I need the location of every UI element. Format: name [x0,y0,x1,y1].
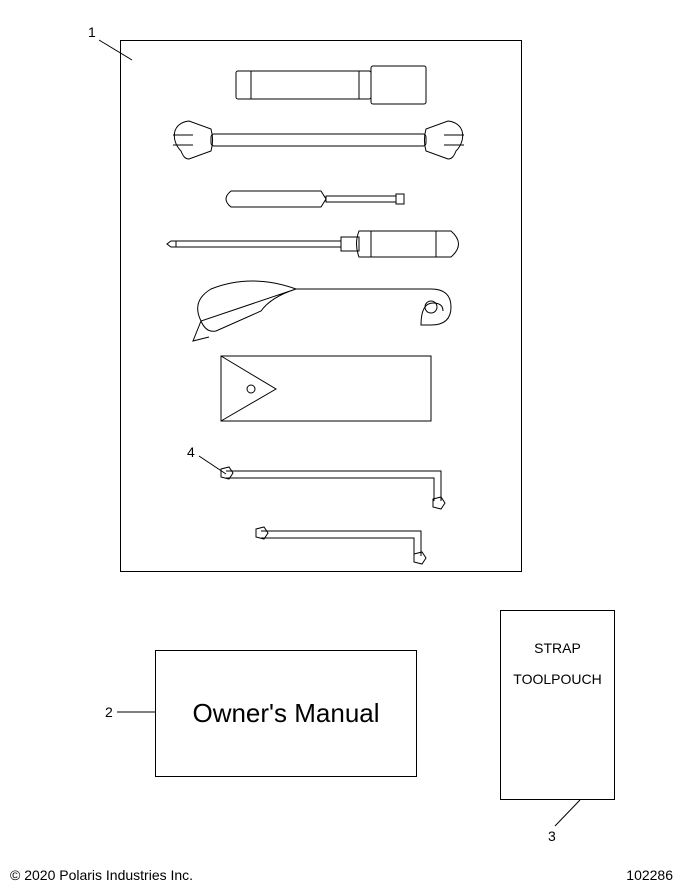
owners-manual-label: Owner's Manual [156,698,416,729]
toolkit-box [120,40,522,572]
tools-illustration [121,41,521,571]
strap-toolpouch-box: STRAP TOOLPOUCH [500,610,615,800]
wrench-icon [173,121,464,159]
strap-line1: STRAP [534,640,581,656]
callout-3-num: 3 [548,828,556,844]
hex-key-small-icon [256,527,426,564]
strap-line2: TOOLPOUCH [513,671,601,687]
small-screwdriver-icon [226,191,404,207]
callout-1-num: 1 [88,24,96,40]
strap-label: STRAP TOOLPOUCH [501,633,614,695]
hex-key-large-icon [221,467,445,509]
socket-tool-icon [236,66,426,104]
callout-2-num: 2 [105,704,113,720]
owners-manual-box: Owner's Manual [155,650,417,777]
callout-3-line [555,800,580,826]
hook-wrench-icon [193,281,451,341]
callout-4-num: 4 [187,444,195,460]
copyright-text: © 2020 Polaris Industries Inc. [10,867,193,883]
envelope-icon [221,356,431,421]
drawing-id-text: 102286 [626,867,673,883]
large-screwdriver-icon [167,231,459,257]
